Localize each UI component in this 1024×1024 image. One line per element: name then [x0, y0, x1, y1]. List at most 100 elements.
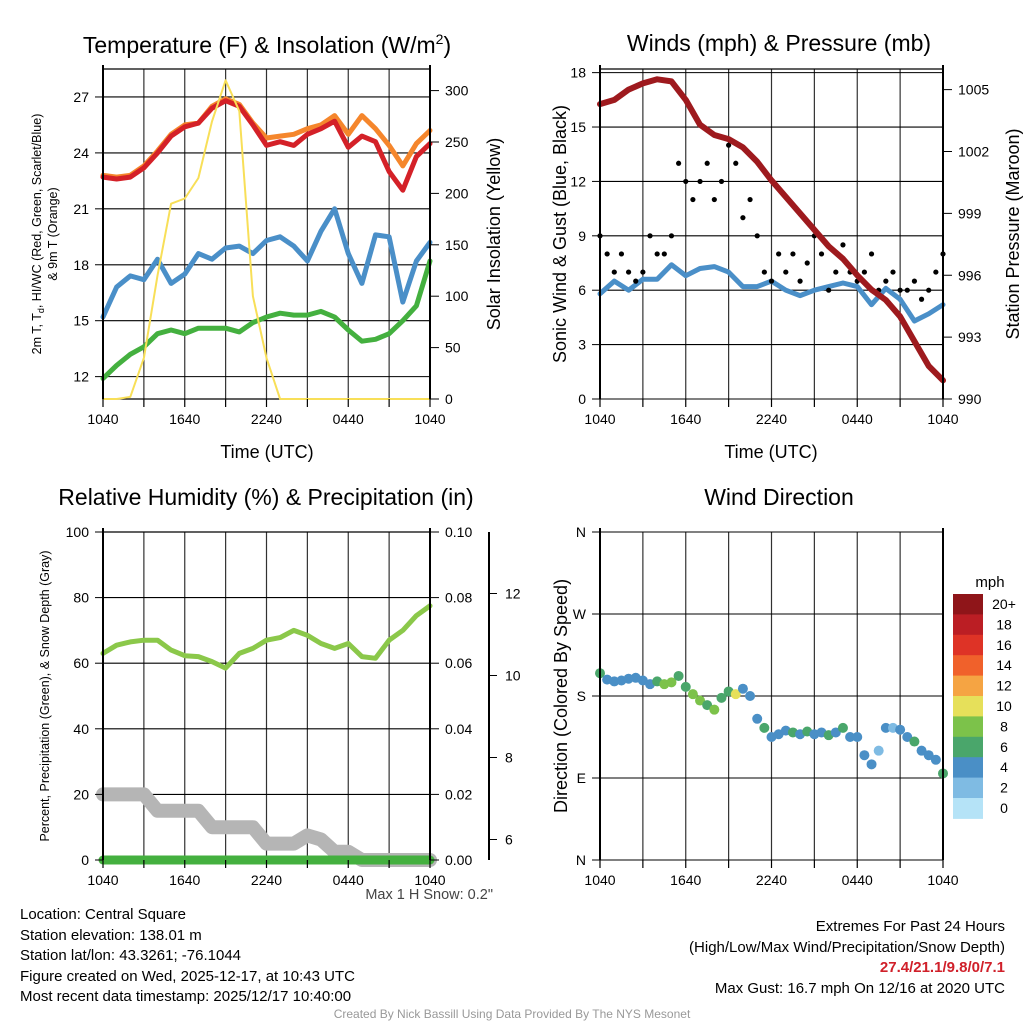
legend-label: 10: [996, 698, 1012, 714]
right-y-tick-label: 0.06: [445, 655, 472, 671]
gust-point: [911, 278, 918, 284]
wind-direction-point: [737, 683, 748, 694]
gust-point: [861, 269, 867, 275]
y-tick-label: 15: [73, 313, 89, 329]
y-tick-label: 18: [570, 65, 586, 81]
y-tick-label: 0: [578, 391, 586, 407]
x-tick-label: 0440: [333, 411, 364, 427]
right-y-tick-label: 999: [958, 205, 982, 221]
snow-tick-label: 12: [505, 586, 521, 602]
wind-direction-point: [759, 722, 770, 733]
legend-label: 12: [996, 678, 1012, 694]
wind-direction-point: [830, 727, 841, 738]
gust-point: [718, 178, 725, 185]
gust-point: [690, 196, 696, 203]
wind-direction-panel-title: Wind Direction: [704, 484, 854, 510]
wind-direction-point: [673, 670, 684, 681]
wind-direction-point: [866, 759, 877, 770]
snow-tick-label: 8: [505, 750, 513, 766]
series-wc-line: [100, 206, 433, 320]
legend-swatch: [953, 634, 983, 656]
legend-label: 6: [1000, 739, 1008, 755]
wind-direction-point: [745, 691, 756, 701]
gust-point: [697, 178, 703, 185]
wind-direction-point: [837, 722, 848, 733]
legend-label: 16: [996, 637, 1012, 653]
series-pressure-line: [597, 76, 946, 384]
location-text: Location: Central Square: [20, 906, 186, 923]
x-tick-label: 1040: [87, 872, 118, 888]
y-tick-label: 6: [578, 282, 586, 298]
wind-direction-point: [852, 732, 863, 742]
legend-label: 4: [1000, 759, 1008, 775]
gust-point: [918, 296, 925, 302]
right-y-tick-label: 150: [445, 237, 469, 253]
pressure-y-axis-label: Station Pressure (Maroon): [1003, 128, 1023, 339]
x-tick-label: 1640: [169, 411, 200, 427]
wind-direction-point: [680, 681, 691, 692]
gust-point: [704, 160, 710, 166]
x-tick-label: 1640: [670, 872, 701, 888]
y-tick-label: 100: [66, 524, 90, 540]
gust-point: [733, 160, 739, 166]
gust-point: [654, 251, 660, 257]
gust-point: [647, 233, 653, 239]
right-y-tick-label: 300: [445, 83, 469, 99]
x-tick-label: 1040: [584, 872, 615, 888]
y-tick-label: 40: [73, 721, 89, 737]
y-tick-label: 27: [73, 89, 89, 105]
right-y-tick-label: 1005: [958, 82, 989, 98]
gust-point: [633, 278, 639, 284]
y-tick-label: 9: [578, 228, 586, 244]
wind-direction-point: [895, 724, 906, 735]
gust-point: [783, 269, 789, 275]
wind-direction-point: [923, 750, 934, 761]
wind-direction-point: [930, 754, 941, 765]
right-y-tick-label: 100: [445, 288, 469, 304]
station-info: Location: Central Square Station elevati…: [20, 905, 355, 1008]
x-tick-label: 2240: [756, 872, 787, 888]
right-y-tick-label: 0.04: [445, 721, 472, 737]
x-tick-label: 2240: [756, 411, 787, 427]
gust-point: [804, 260, 810, 266]
legend-swatch: [953, 777, 983, 799]
x-tick-label: 1040: [414, 411, 445, 427]
gust-point: [661, 251, 667, 257]
snow-tick-label: 6: [505, 832, 513, 848]
y-tick-label: 3: [578, 337, 586, 353]
right-y-tick-label: 1002: [958, 144, 989, 160]
direction-tick-label: S: [577, 688, 586, 704]
recent-data-text: Most recent data timestamp: 2025/12/17 1…: [20, 988, 352, 1005]
gust-point: [676, 160, 682, 166]
y-tick-label: 12: [570, 173, 586, 189]
elevation-text: Station elevation: 138.01 m: [20, 926, 202, 944]
gust-point: [618, 251, 625, 257]
extremes-subheading: (High/Low/Max Wind/Precipitation/Snow De…: [689, 938, 1005, 956]
gust-point: [933, 269, 939, 275]
x-tick-label: 0440: [333, 872, 364, 888]
temp-y-axis-label: 2m T, Td, HI/WC (Red, Green, Scarlet/Blu…: [30, 114, 46, 355]
legend-label: 8: [1000, 718, 1008, 734]
y-tick-label: 21: [73, 201, 89, 217]
wind-direction-point: [666, 677, 677, 688]
wind-direction-y-axis-label: Direction (Colored By Speed): [551, 579, 571, 813]
right-y-tick-label: 200: [445, 185, 469, 201]
right-y-tick-label: 0.02: [445, 786, 472, 802]
x-tick-label: 1640: [169, 872, 200, 888]
wind-direction-point: [730, 689, 741, 700]
extremes-info: Extremes For Past 24 Hours (High/Low/Max…: [689, 917, 1005, 999]
direction-tick-label: N: [576, 852, 586, 868]
gust-point: [711, 196, 717, 203]
temp-y-axis-label-line2: & 9m T (Orange): [46, 187, 60, 280]
y-tick-label: 18: [73, 257, 89, 273]
created-text: Figure created on Wed, 2025-12-17, at 10…: [20, 967, 355, 985]
speed-legend-title: mph: [975, 574, 1004, 591]
legend-swatch: [953, 696, 983, 717]
winds-panel-title: Winds (mph) & Pressure (mb): [627, 30, 931, 56]
wind-direction-point: [702, 700, 713, 711]
series-insolation-line: [102, 79, 431, 400]
direction-tick-label: E: [577, 770, 586, 786]
gust-point: [604, 251, 610, 257]
y-tick-label: 80: [73, 590, 89, 606]
gust-point: [790, 251, 796, 257]
